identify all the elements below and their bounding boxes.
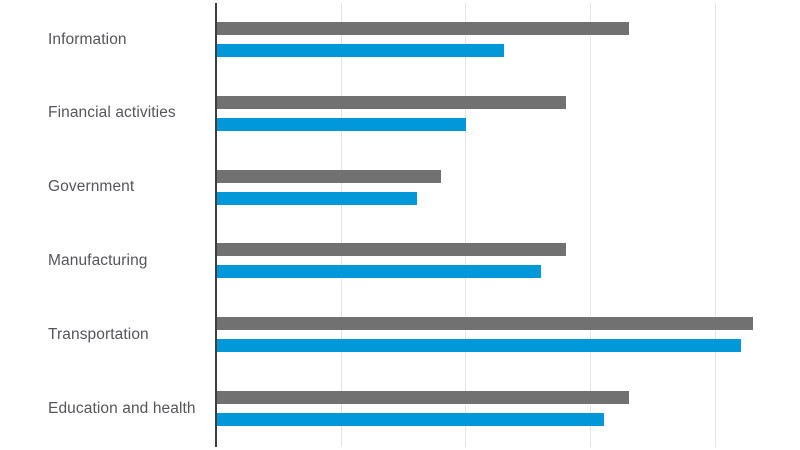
blue-series-bar (217, 413, 604, 426)
x-gridline (715, 3, 716, 447)
blue-series-bar (217, 339, 741, 352)
blue-series-bar (217, 265, 541, 278)
x-gridline (465, 3, 466, 447)
y-axis-line (215, 3, 217, 447)
category-label: Information (48, 30, 127, 48)
gray-series-bar (217, 243, 566, 256)
gray-series-bar (217, 317, 753, 330)
category-label: Transportation (48, 325, 149, 343)
category-label: Education and health (48, 399, 196, 417)
x-gridline (590, 3, 591, 447)
gray-series-bar (217, 391, 629, 404)
gray-series-bar (217, 170, 441, 183)
category-label: Manufacturing (48, 251, 148, 269)
category-label: Government (48, 178, 135, 196)
blue-series-bar (217, 118, 466, 131)
category-label: Financial activities (48, 104, 176, 122)
gray-series-bar (217, 22, 629, 35)
blue-series-bar (217, 192, 417, 205)
x-gridline (341, 3, 342, 447)
blue-series-bar (217, 44, 504, 57)
gray-series-bar (217, 96, 566, 109)
